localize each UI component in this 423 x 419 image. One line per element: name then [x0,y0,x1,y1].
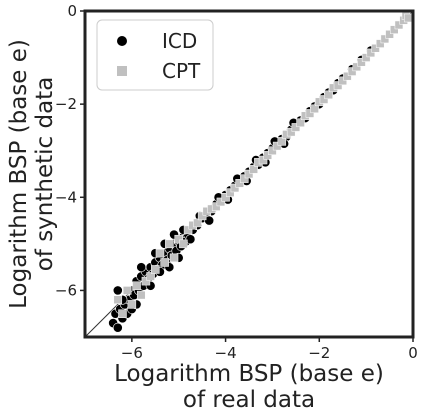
point-cpt [249,165,258,174]
point-cpt [347,67,357,76]
legend-marker-icd [117,36,127,46]
point-cpt [136,290,146,300]
point-cpt [226,188,235,197]
point-cpt [324,90,333,100]
y-tick-label: −2 [55,95,77,113]
point-cpt [113,295,123,304]
y-tick-label: 0 [67,2,77,20]
point-cpt [385,30,394,39]
point-cpt [263,151,272,160]
y-tick-label: −6 [55,281,77,299]
point-cpt [404,13,413,23]
point-cpt [230,183,240,193]
x-tick-label: 0 [408,344,418,362]
plot-frame [83,9,415,339]
legend-marker-cpt [117,66,127,76]
y-axis-label-line: Logarithm BSP (base e) [6,39,32,309]
series-cpt [113,11,413,318]
point-cpt [146,272,155,281]
legend-label-cpt: CPT [162,59,201,83]
legend-label-icd: ICD [162,29,197,53]
point-cpt [179,239,188,249]
point-cpt [132,281,141,291]
point-cpt [160,258,169,267]
point-cpt [122,286,132,295]
x-axis-label-line: of real data [183,387,315,413]
point-cpt [277,137,287,146]
point-cpt [338,76,347,86]
point-cpt [380,34,390,44]
x-tick-label: −6 [121,344,143,362]
x-tick-label: −4 [215,344,237,362]
point-cpt [319,95,329,104]
point-cpt [286,127,296,137]
point-cpt [211,202,221,211]
point-cpt [291,123,301,132]
point-icd [204,215,215,226]
point-cpt [127,300,137,309]
point-cpt [216,197,226,207]
y-axis-label-line: of synthetic data [32,77,58,272]
point-cpt [352,62,362,72]
point-cpt [366,48,376,58]
point-cpt [394,20,404,30]
point-cpt [357,57,366,67]
point-cpt [240,174,249,183]
point-cpt [244,169,254,179]
point-cpt [258,155,268,165]
point-cpt [174,234,183,244]
y-tick-label: −4 [55,188,77,206]
point-cpt [375,39,385,48]
point-cpt [183,225,193,235]
point-cpt [155,248,165,258]
point-cpt [361,53,371,62]
point-cpt [169,253,179,263]
point-icd [112,285,123,296]
point-icd [185,234,196,245]
point-cpt [390,25,399,34]
x-axis-label-line: Logarithm BSP (base e) [114,361,384,387]
point-cpt [193,218,202,228]
point-cpt [305,109,315,118]
point-cpt [221,193,230,202]
point-cpt [310,104,319,114]
point-cpt [118,309,127,318]
point-cpt [343,71,352,81]
point-cpt [197,211,207,221]
point-cpt [165,239,174,249]
point-cpt [151,265,160,274]
point-icd [136,262,147,273]
point-icd [112,322,123,333]
point-cpt [235,179,244,188]
point-cpt [268,146,277,155]
point-cpt [296,118,305,128]
point-cpt [371,44,380,53]
point-cpt [141,276,151,286]
x-tick-label: −2 [308,344,330,362]
point-cpt [272,141,282,151]
point-cpt [333,81,343,90]
